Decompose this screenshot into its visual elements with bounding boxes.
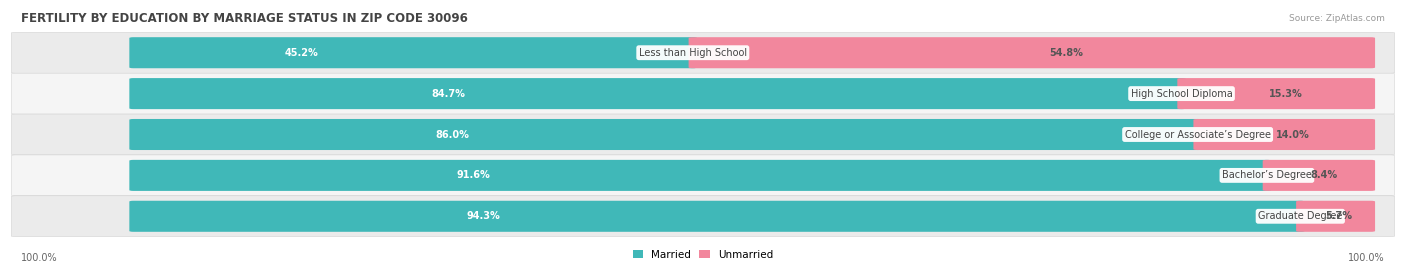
- FancyBboxPatch shape: [1194, 119, 1375, 150]
- Text: 91.6%: 91.6%: [457, 170, 491, 180]
- FancyBboxPatch shape: [11, 155, 1395, 196]
- Text: Bachelor’s Degree: Bachelor’s Degree: [1222, 170, 1312, 180]
- Text: College or Associate’s Degree: College or Associate’s Degree: [1125, 129, 1271, 140]
- Text: 94.3%: 94.3%: [467, 211, 501, 221]
- Text: 5.7%: 5.7%: [1326, 211, 1353, 221]
- FancyBboxPatch shape: [129, 201, 1305, 232]
- FancyBboxPatch shape: [11, 32, 1395, 73]
- FancyBboxPatch shape: [1263, 160, 1375, 191]
- Legend: Married, Unmarried: Married, Unmarried: [628, 245, 778, 264]
- Text: 15.3%: 15.3%: [1268, 89, 1302, 99]
- FancyBboxPatch shape: [1177, 78, 1375, 109]
- Text: 54.8%: 54.8%: [1049, 48, 1083, 58]
- Text: 100.0%: 100.0%: [1348, 253, 1385, 263]
- FancyBboxPatch shape: [11, 196, 1395, 237]
- FancyBboxPatch shape: [1296, 201, 1375, 232]
- Text: Graduate Degree: Graduate Degree: [1258, 211, 1343, 221]
- Text: 45.2%: 45.2%: [284, 48, 318, 58]
- Text: Less than High School: Less than High School: [638, 48, 747, 58]
- Text: 8.4%: 8.4%: [1310, 170, 1337, 180]
- Text: 100.0%: 100.0%: [21, 253, 58, 263]
- FancyBboxPatch shape: [11, 114, 1395, 155]
- Text: 14.0%: 14.0%: [1277, 129, 1310, 140]
- Text: FERTILITY BY EDUCATION BY MARRIAGE STATUS IN ZIP CODE 30096: FERTILITY BY EDUCATION BY MARRIAGE STATU…: [21, 12, 468, 25]
- Text: Source: ZipAtlas.com: Source: ZipAtlas.com: [1289, 14, 1385, 23]
- FancyBboxPatch shape: [129, 78, 1185, 109]
- FancyBboxPatch shape: [689, 37, 1375, 68]
- FancyBboxPatch shape: [11, 73, 1395, 114]
- Text: 86.0%: 86.0%: [436, 129, 470, 140]
- Text: 84.7%: 84.7%: [432, 89, 465, 99]
- FancyBboxPatch shape: [129, 37, 697, 68]
- FancyBboxPatch shape: [129, 160, 1271, 191]
- FancyBboxPatch shape: [129, 119, 1202, 150]
- Text: High School Diploma: High School Diploma: [1130, 89, 1233, 99]
